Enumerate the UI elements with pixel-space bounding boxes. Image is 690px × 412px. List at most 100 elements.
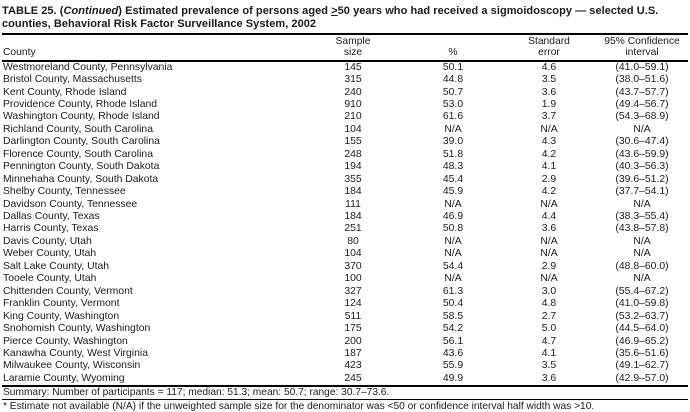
- sample-size-cell: 355: [344, 173, 362, 185]
- county-cell: Florence County, South Carolina: [3, 148, 153, 160]
- confidence-interval-cell: (38.3–55.4): [615, 211, 669, 223]
- table-row: Harris County, Texas 251 50.8 3.6 (43.8–57.8…: [2, 223, 688, 235]
- table-title-text: ) Estimated prevalence of persons aged: [118, 5, 332, 17]
- county-cell: Pierce County, Washington: [3, 335, 128, 347]
- table-row: Weber County, Utah 104 N/A N/A N/A: [2, 248, 688, 260]
- county-cell: Weber County, Utah: [3, 248, 97, 260]
- percent-cell: 55.9: [442, 360, 464, 372]
- sample-size-cell: 100: [344, 273, 362, 285]
- table-row: Dallas County, Texas 184 46.9 4.4 (38.3–55.4…: [2, 211, 688, 223]
- sample-size-cell: 210: [344, 111, 362, 123]
- confidence-interval-cell: (37.7–54.1): [615, 186, 669, 198]
- county-cell: Laramie County, Wyoming: [3, 372, 125, 384]
- confidence-interval-cell: N/A: [633, 235, 651, 247]
- table-row: Milwaukee County, Wisconsin 423 55.9 3.5 (49…: [2, 360, 688, 372]
- percent-cell: 48.3: [442, 161, 464, 173]
- table-row: Bristol County, Massachusetts 315 44.8 3.5 (…: [2, 74, 688, 86]
- county-cell: Minnehaha County, South Dakota: [3, 173, 159, 185]
- confidence-interval-cell: (46.9–65.2): [615, 335, 669, 347]
- standard-error-cell: N/A: [540, 235, 558, 247]
- sample-size-cell: 184: [344, 186, 362, 198]
- table-row: King County, Washington 511 58.5 2.7 (53.2–6…: [2, 311, 688, 323]
- column-header-percent: %: [448, 46, 458, 58]
- standard-error-cell: 4.4: [541, 211, 557, 223]
- confidence-interval-cell: (44.5–64.0): [615, 323, 669, 335]
- county-cell: Washington County, Rhode Island: [3, 111, 160, 123]
- confidence-interval-cell: (39.6–51.2): [615, 173, 669, 185]
- percent-cell: 53.0: [442, 98, 464, 110]
- percent-cell: 50.7: [442, 86, 464, 98]
- table-title-label: TABLE 25. (: [2, 5, 64, 17]
- percent-cell: N/A: [444, 248, 462, 260]
- percent-cell: 54.2: [442, 323, 464, 335]
- standard-error-cell: 4.1: [541, 348, 557, 360]
- standard-error-cell: 5.0: [541, 323, 557, 335]
- county-cell: Franklin County, Vermont: [3, 298, 120, 310]
- confidence-interval-cell: N/A: [633, 273, 651, 285]
- prevalence-table: County Sample size % Standard error 95% …: [2, 33, 688, 387]
- table-row: Providence County, Rhode Island 910 53.0 1.…: [2, 99, 688, 111]
- standard-error-cell: 4.3: [541, 136, 557, 148]
- percent-cell: 49.9: [442, 372, 464, 384]
- county-cell: Providence County, Rhode Island: [3, 98, 158, 110]
- confidence-interval-cell: (43.6–59.9): [615, 148, 669, 160]
- sample-size-cell: 104: [344, 123, 362, 135]
- confidence-interval-cell: (53.2–63.7): [615, 310, 669, 322]
- confidence-interval-cell: (43.7–57.7): [615, 86, 669, 98]
- county-cell: Snohomish County, Washington: [3, 323, 151, 335]
- sample-size-cell: 111: [345, 198, 361, 210]
- standard-error-cell: 4.7: [541, 335, 557, 347]
- confidence-interval-cell: (41.0–59.8): [615, 298, 669, 310]
- confidence-interval-cell: (49.4–56.7): [615, 98, 669, 110]
- table-row: Laramie County, Wyoming 245 49.9 3.6 (42.9–5…: [2, 373, 688, 386]
- percent-cell: 58.5: [442, 310, 464, 322]
- table-row: Salt Lake County, Utah 370 54.4 2.9 (48.8–60…: [2, 261, 688, 273]
- standard-error-cell: 3.5: [541, 74, 557, 86]
- confidence-interval-cell: N/A: [633, 248, 651, 260]
- standard-error-cell: 3.6: [541, 86, 557, 98]
- percent-cell: 50.8: [442, 223, 464, 235]
- sample-size-cell: 175: [344, 323, 362, 335]
- county-cell: Davidson County, Tennessee: [3, 198, 138, 210]
- percent-cell: 61.3: [442, 285, 464, 297]
- confidence-interval-cell: (54.3–68.9): [615, 111, 669, 123]
- confidence-interval-cell: (55.4–67.2): [615, 285, 669, 297]
- sample-size-cell: 187: [344, 348, 362, 360]
- county-cell: Tooele County, Utah: [3, 273, 97, 285]
- table-body: Westmoreland County, Pennsylvania 145 50.1…: [2, 61, 688, 387]
- standard-error-cell: N/A: [540, 123, 558, 135]
- sample-size-cell: 240: [344, 86, 362, 98]
- confidence-interval-cell: (42.9–57.0): [615, 372, 669, 384]
- county-cell: King County, Washington: [3, 310, 120, 322]
- standard-error-cell: 1.9: [541, 98, 557, 110]
- sample-size-cell: 370: [344, 260, 362, 272]
- sample-size-cell: 251: [344, 223, 362, 235]
- county-cell: Kanawha County, West Virginia: [3, 348, 148, 360]
- standard-error-cell: N/A: [540, 273, 558, 285]
- confidence-interval-cell: (48.8–60.0): [615, 260, 669, 272]
- percent-cell: 39.0: [442, 136, 464, 148]
- confidence-interval-cell: (38.0–51.6): [615, 74, 669, 86]
- column-header-standard-error: Standard error: [528, 36, 570, 58]
- sample-size-cell: 80: [347, 235, 359, 247]
- percent-cell: 43.6: [442, 348, 464, 360]
- county-cell: Kent County, Rhode Island: [3, 86, 127, 98]
- sample-size-cell: 245: [344, 372, 362, 384]
- sample-size-cell: 511: [344, 310, 362, 322]
- percent-cell: 56.1: [442, 335, 464, 347]
- table-title: TABLE 25. (Continued) Estimated prevalen…: [2, 5, 688, 30]
- confidence-interval-cell: (41.0–59.1): [615, 61, 669, 73]
- county-cell: Salt Lake County, Utah: [3, 260, 110, 272]
- table-row: Pierce County, Washington 200 56.1 4.7 (46.9…: [2, 336, 688, 348]
- county-cell: Westmoreland County, Pennsylvania: [3, 61, 173, 73]
- standard-error-cell: 4.6: [541, 61, 557, 73]
- confidence-interval-cell: N/A: [633, 198, 651, 210]
- table-row: Chittenden County, Vermont 327 61.3 3.0 (55.…: [2, 286, 688, 298]
- confidence-interval-cell: N/A: [633, 123, 651, 135]
- table-row: Minnehaha County, South Dakota 355 45.4 2.9…: [2, 174, 688, 186]
- standard-error-cell: 3.7: [541, 111, 557, 123]
- percent-cell: 50.1: [442, 61, 464, 73]
- percent-cell: 46.9: [442, 211, 464, 223]
- sample-size-cell: 155: [344, 136, 362, 148]
